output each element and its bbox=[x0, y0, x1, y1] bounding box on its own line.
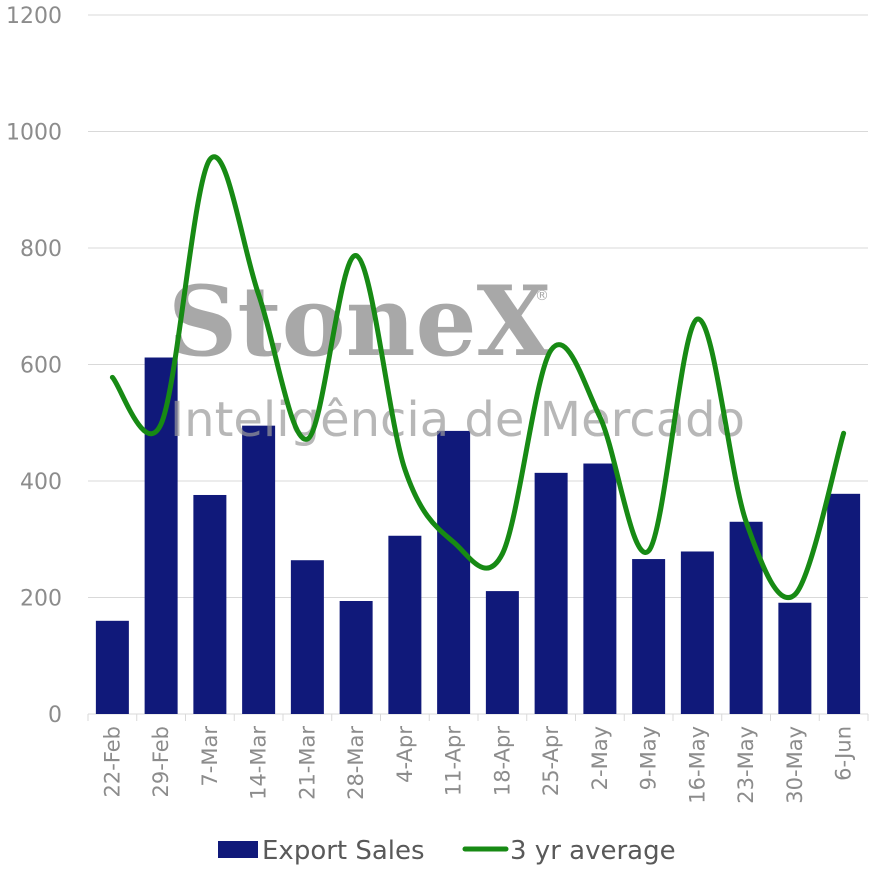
x-tick-label: 11-Apr bbox=[442, 726, 466, 797]
watermark-registered-mark: ® bbox=[535, 288, 549, 304]
y-axis: 0 200 400 600 800 1000 1200 bbox=[6, 4, 62, 728]
bar-export-sales bbox=[680, 551, 714, 714]
bar-export-sales bbox=[827, 493, 861, 714]
bar-export-sales bbox=[485, 591, 519, 714]
legend-label-3yr-average: 3 yr average bbox=[510, 836, 676, 866]
bar-export-sales bbox=[95, 620, 129, 714]
line-3yr-average bbox=[109, 154, 847, 600]
x-tick-label: 23-May bbox=[734, 726, 758, 804]
legend: Export Sales 3 yr average bbox=[218, 836, 676, 866]
bar-export-sales bbox=[242, 425, 276, 714]
x-tick-label: 21-Mar bbox=[295, 726, 319, 800]
y-tick-label: 200 bbox=[20, 587, 62, 612]
x-axis: 22-Feb 29-Feb 7-Mar 14-Mar 21-Mar 28-Mar 4-Apr… bbox=[87, 714, 869, 804]
x-tick-label: 30-May bbox=[783, 726, 807, 804]
y-tick-label: 800 bbox=[20, 237, 62, 262]
bar-export-sales bbox=[534, 472, 568, 714]
y-tick-label: 400 bbox=[20, 470, 62, 495]
x-tick-label: 7-Mar bbox=[198, 726, 222, 787]
bar-export-sales bbox=[193, 494, 227, 714]
watermark-subtitle: Inteligência de Mercado bbox=[170, 392, 745, 448]
bar-export-sales bbox=[583, 463, 617, 714]
watermark-brand: StoneX bbox=[168, 265, 552, 378]
x-tick-label: 22-Feb bbox=[100, 726, 124, 797]
stonex-watermark: StoneX ® Inteligência de Mercado bbox=[168, 265, 745, 448]
x-tick-label: 14-Mar bbox=[247, 726, 271, 800]
bar-export-sales bbox=[339, 600, 373, 714]
y-tick-label: 600 bbox=[20, 354, 62, 379]
x-tick-label: 18-Apr bbox=[490, 726, 514, 797]
legend-label-export-sales: Export Sales bbox=[262, 836, 425, 866]
bar-export-sales bbox=[437, 430, 471, 714]
bar-export-sales bbox=[388, 535, 422, 714]
bar-export-sales bbox=[290, 560, 324, 714]
x-tick-label: 28-Mar bbox=[344, 726, 368, 800]
legend-swatch-export-sales bbox=[218, 841, 258, 858]
x-tick-label: 6-Jun bbox=[832, 726, 856, 781]
x-tick-label: 4-Apr bbox=[393, 726, 417, 783]
y-tick-label: 1200 bbox=[6, 4, 62, 29]
bar-export-sales bbox=[778, 602, 812, 714]
x-tick-label: 9-May bbox=[637, 726, 661, 790]
three-yr-average-line bbox=[109, 154, 847, 600]
x-tick-label: 2-May bbox=[588, 726, 612, 790]
y-tick-label: 0 bbox=[48, 703, 62, 728]
x-tick-label: 16-May bbox=[685, 726, 709, 804]
x-tick-label: 29-Feb bbox=[149, 726, 173, 797]
x-tick-label: 25-Apr bbox=[539, 726, 563, 797]
bar-export-sales bbox=[632, 559, 666, 714]
y-tick-label: 1000 bbox=[6, 121, 62, 146]
